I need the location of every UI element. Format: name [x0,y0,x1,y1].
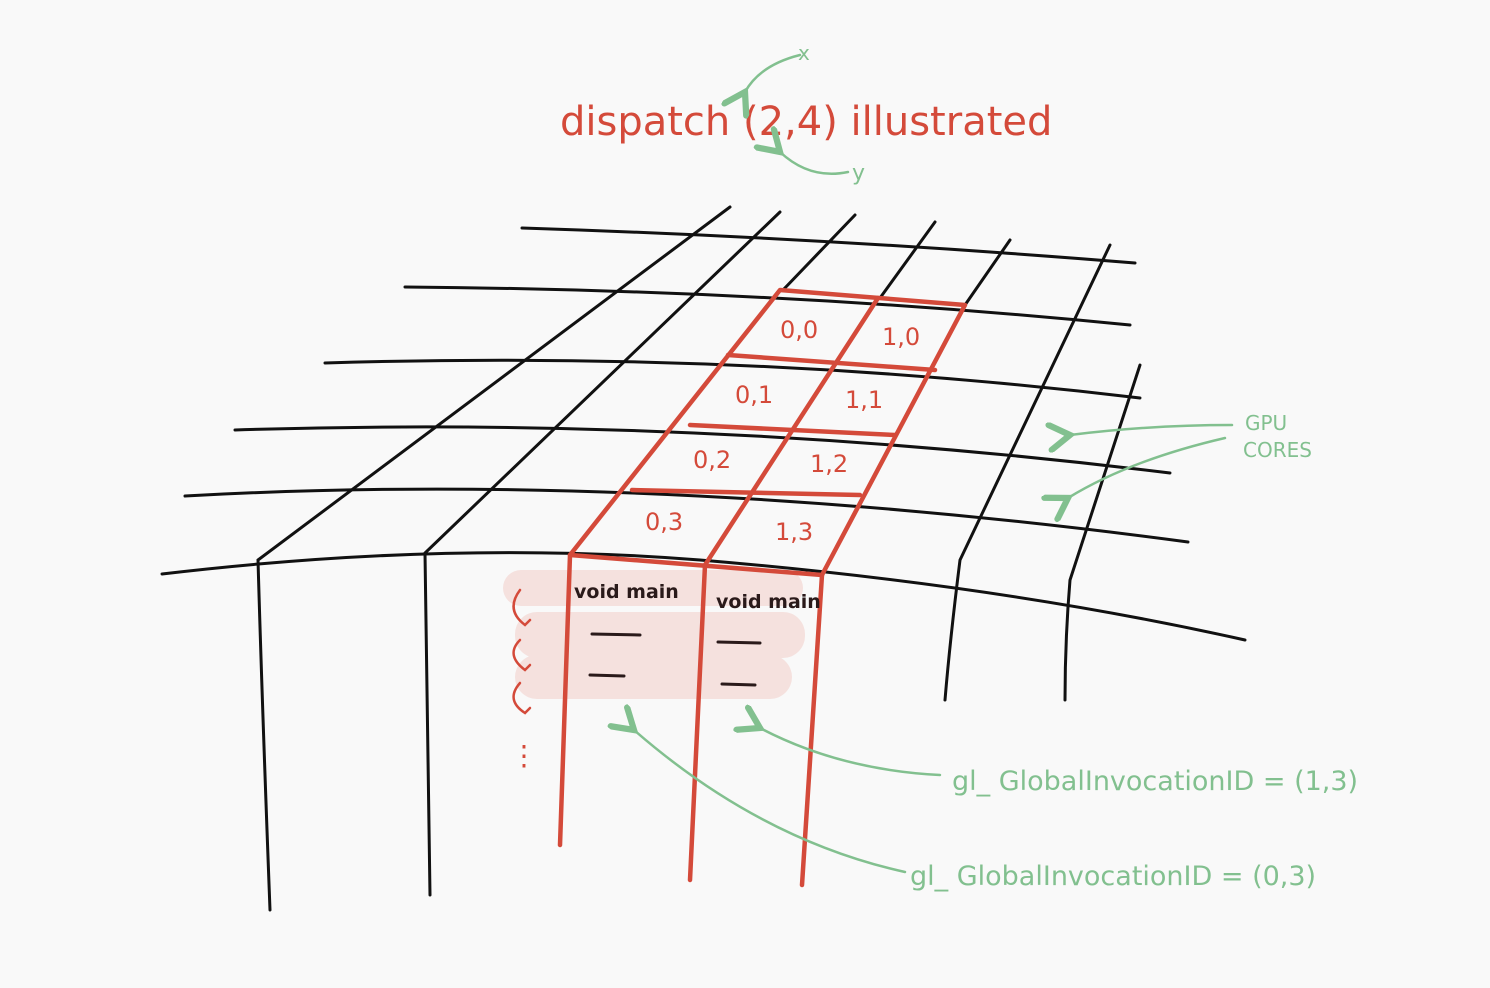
cell-label: 0,2 [693,446,731,474]
code-header: void main [716,591,821,613]
code-line-highlights [503,570,805,699]
x-arrow [745,53,802,92]
invocation-label-0-3: gl_ GlobalInvocationID = (0,3) [910,861,1316,892]
y-arrow [780,152,850,176]
invocation-label-1-3: gl_ GlobalInvocationID = (1,3) [952,766,1358,797]
code-header: void main [574,581,679,603]
loop-arrow-icon [512,588,532,715]
cell-labels: 0,0 1,0 0,1 1,1 0,2 1,2 0,3 1,3 [645,316,920,546]
x-label: x [798,41,810,65]
invocation-arrow-0-3 [634,730,907,874]
loop-ellipsis: ⋮ [510,739,538,772]
gpu-cores-arrow [1070,425,1234,435]
cell-label: 1,0 [882,323,920,351]
code-lines [588,632,762,687]
cell-label: 0,3 [645,508,683,536]
cell-label: 1,2 [810,450,848,478]
diagram-title: dispatch (2,4) illustrated [560,99,1052,145]
gpu-core-grid [160,205,1247,912]
cell-label: 1,3 [775,518,813,546]
gpu-cores-label-line1: GPU [1245,411,1287,435]
cell-label: 0,1 [735,381,773,409]
y-label: y [852,161,865,186]
dispatched-workgroups [557,287,968,888]
gpu-cores-arrow [1068,436,1227,498]
cell-label: 1,1 [845,386,883,414]
gpu-cores-label-line2: CORES [1243,438,1312,462]
cell-label: 0,0 [780,316,818,344]
invocation-arrow-1-3 [760,728,942,777]
